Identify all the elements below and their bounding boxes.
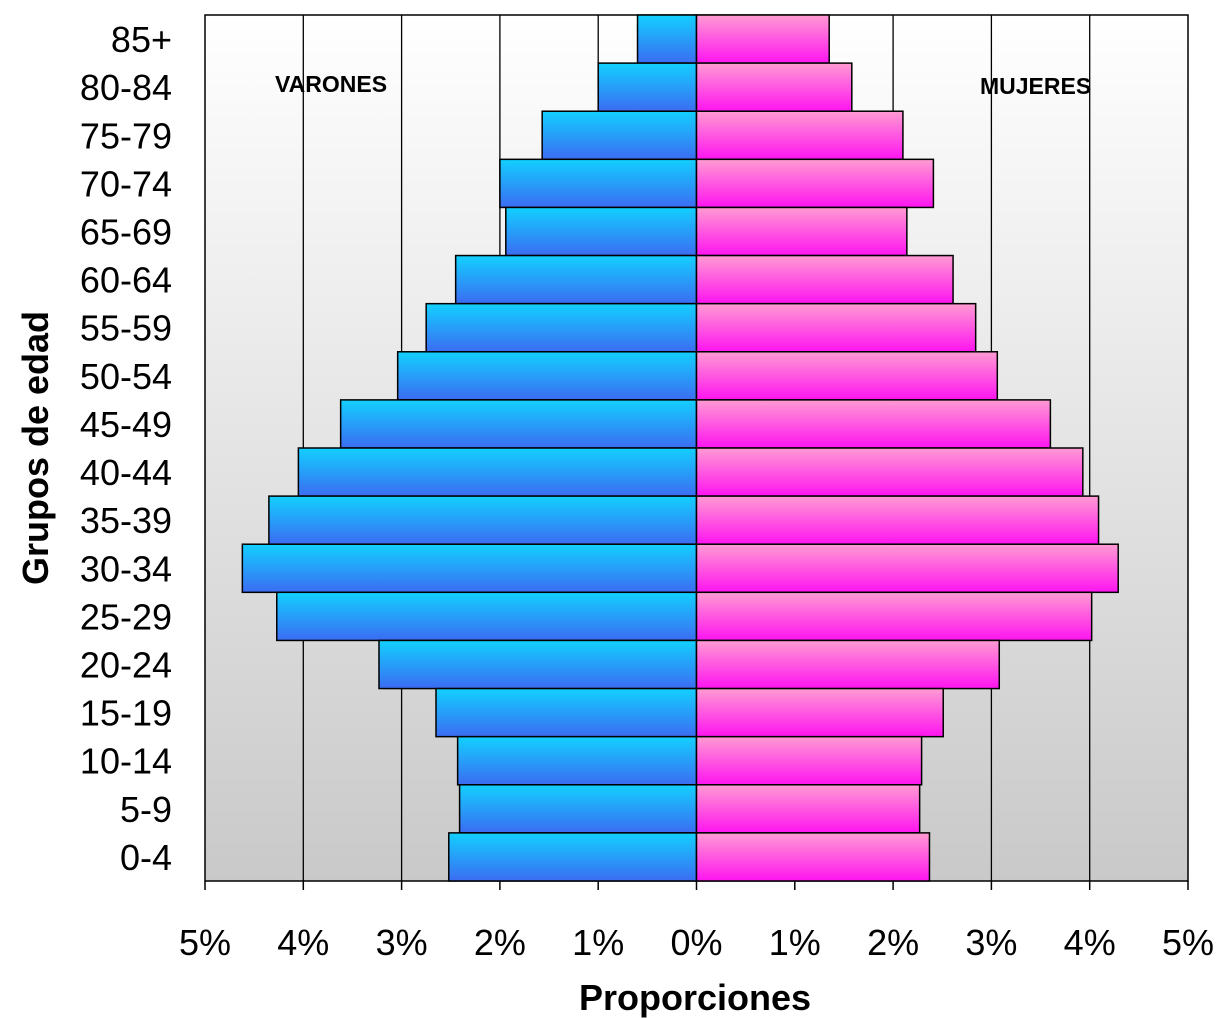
bar-mujeres-40-44: [695, 447, 1084, 497]
y-tick-label: 65-69: [80, 212, 172, 253]
bar-mujeres-15-19: [695, 687, 944, 738]
y-tick-label: 15-19: [80, 693, 172, 734]
x-tick-label: 4%: [277, 922, 329, 963]
bar-mujeres-65-69: [695, 206, 908, 257]
x-axis-title: Proporciones: [579, 977, 811, 1018]
y-axis-title: Grupos de edad: [15, 311, 56, 585]
bar-mujeres-85+: [695, 14, 830, 64]
bar-mujeres-35-39: [695, 495, 1100, 545]
y-tick-label: 20-24: [80, 645, 172, 686]
bars: [241, 14, 1119, 882]
bar-mujeres-5-9: [695, 784, 921, 834]
bar-varones-65-69: [505, 206, 698, 257]
y-tick-label: 80-84: [80, 67, 172, 108]
x-tick-label: 4%: [1064, 922, 1116, 963]
x-tick-label: 3%: [376, 922, 428, 963]
bar-varones-60-64: [454, 254, 698, 305]
bar-mujeres-50-54: [695, 351, 999, 401]
legend-label-varones: VARONES: [275, 71, 387, 97]
y-tick-label: 35-39: [80, 500, 172, 541]
x-tick-label: 1%: [769, 922, 821, 963]
x-tick-label: 0%: [670, 922, 722, 963]
bar-varones-35-39: [268, 495, 698, 545]
y-tick-label: 45-49: [80, 404, 172, 445]
bar-varones-15-19: [435, 687, 698, 738]
y-tick-label: 40-44: [80, 452, 172, 493]
bar-varones-75-79: [541, 110, 698, 161]
y-tick-labels: 85+ 80-84 75-79 70-74 65-69 60-64 55-59 50-54 45…: [80, 19, 172, 878]
y-tick-label: 30-34: [80, 548, 172, 589]
y-tick-label: 5-9: [120, 789, 172, 830]
bar-mujeres-60-64: [695, 254, 954, 305]
y-tick-label: 0-4: [120, 837, 172, 878]
bar-varones-45-49: [339, 399, 698, 449]
bar-varones-70-74: [499, 158, 698, 209]
bar-mujeres-0-4: [695, 832, 931, 882]
x-tick-label: 1%: [572, 922, 624, 963]
bar-varones-20-24: [378, 639, 698, 690]
y-tick-label: 70-74: [80, 163, 172, 204]
bar-mujeres-20-24: [695, 639, 1001, 690]
bar-varones-25-29: [276, 591, 698, 642]
bar-varones-10-14: [456, 735, 698, 786]
y-tick-label: 75-79: [80, 115, 172, 156]
bar-varones-55-59: [425, 302, 698, 353]
x-tick-label: 5%: [179, 922, 231, 963]
bar-mujeres-80-84: [695, 62, 853, 112]
bar-mujeres-70-74: [695, 158, 935, 209]
y-tick-label: 60-64: [80, 260, 172, 301]
bar-mujeres-55-59: [695, 302, 977, 353]
x-tick-label: 2%: [474, 922, 526, 963]
bar-varones-30-34: [241, 543, 698, 594]
y-tick-label: 55-59: [80, 308, 172, 349]
bar-mujeres-25-29: [695, 591, 1093, 642]
bar-varones-80-84: [597, 62, 698, 112]
y-tick-label: 10-14: [80, 741, 172, 782]
bar-varones-0-4: [448, 832, 698, 882]
y-tick-label: 25-29: [80, 596, 172, 637]
bar-mujeres-75-79: [695, 110, 904, 161]
bar-varones-85+: [636, 14, 698, 64]
x-tick-label: 3%: [965, 922, 1017, 963]
x-tick-label: 5%: [1162, 922, 1214, 963]
bar-varones-40-44: [297, 447, 698, 497]
bar-varones-50-54: [396, 351, 698, 401]
legend-label-mujeres: MUJERES: [980, 73, 1091, 99]
y-tick-label: 85+: [111, 19, 172, 60]
bar-varones-5-9: [458, 784, 698, 834]
bar-mujeres-30-34: [695, 543, 1119, 594]
y-tick-label: 50-54: [80, 356, 172, 397]
bar-mujeres-10-14: [695, 735, 923, 786]
bar-mujeres-45-49: [695, 399, 1052, 449]
x-tick-label: 2%: [867, 922, 919, 963]
x-tick-labels: 5% 4% 3% 2% 1% 0% 1% 2% 3% 4% 5%: [179, 881, 1214, 963]
